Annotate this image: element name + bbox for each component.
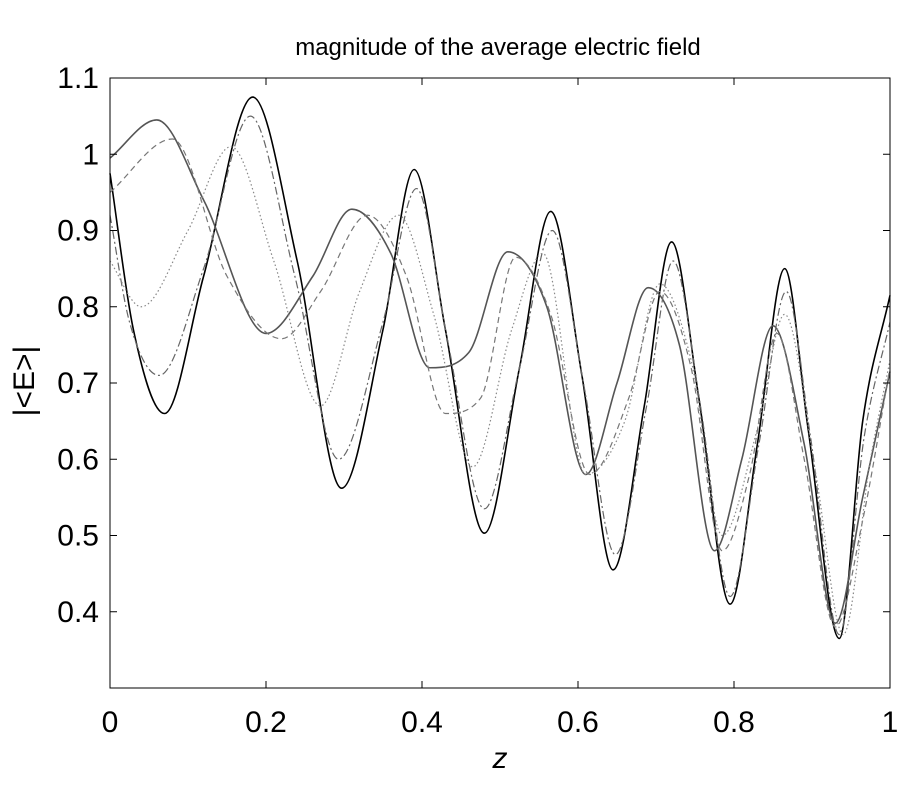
x-axis-label: z xyxy=(492,742,508,775)
chart-title: magnitude of the average electric field xyxy=(295,34,701,61)
series-line-1-solid xyxy=(109,96,891,640)
y-axis-label: |<E>| xyxy=(8,346,41,417)
y-tick-label: 0.8 xyxy=(57,291,99,324)
x-tick-label: 0 xyxy=(102,706,119,739)
y-tick-label: 0.6 xyxy=(57,443,99,476)
x-tick-label: 1 xyxy=(882,706,899,739)
series-line-5-dotted xyxy=(109,146,891,636)
x-tick-label: 0.2 xyxy=(245,706,287,739)
series-layer xyxy=(109,96,891,640)
y-tick-label: 1 xyxy=(82,138,99,171)
x-tick-label: 0.4 xyxy=(401,706,443,739)
y-tick-label: 0.7 xyxy=(57,367,99,400)
y-tick-label: 1.1 xyxy=(57,62,99,95)
y-tick-label: 0.4 xyxy=(57,596,99,629)
y-tick-label: 0.5 xyxy=(57,520,99,553)
x-tick-label: 0.8 xyxy=(713,706,755,739)
ticks-layer: 0 0.2 0.4 0.6 0.8 1 0.4 0.5 0.6 0.7 0.8 0.9 1 1.1 xyxy=(57,62,898,739)
x-tick-label: 0.6 xyxy=(557,706,599,739)
y-tick-label: 0.9 xyxy=(57,215,99,248)
